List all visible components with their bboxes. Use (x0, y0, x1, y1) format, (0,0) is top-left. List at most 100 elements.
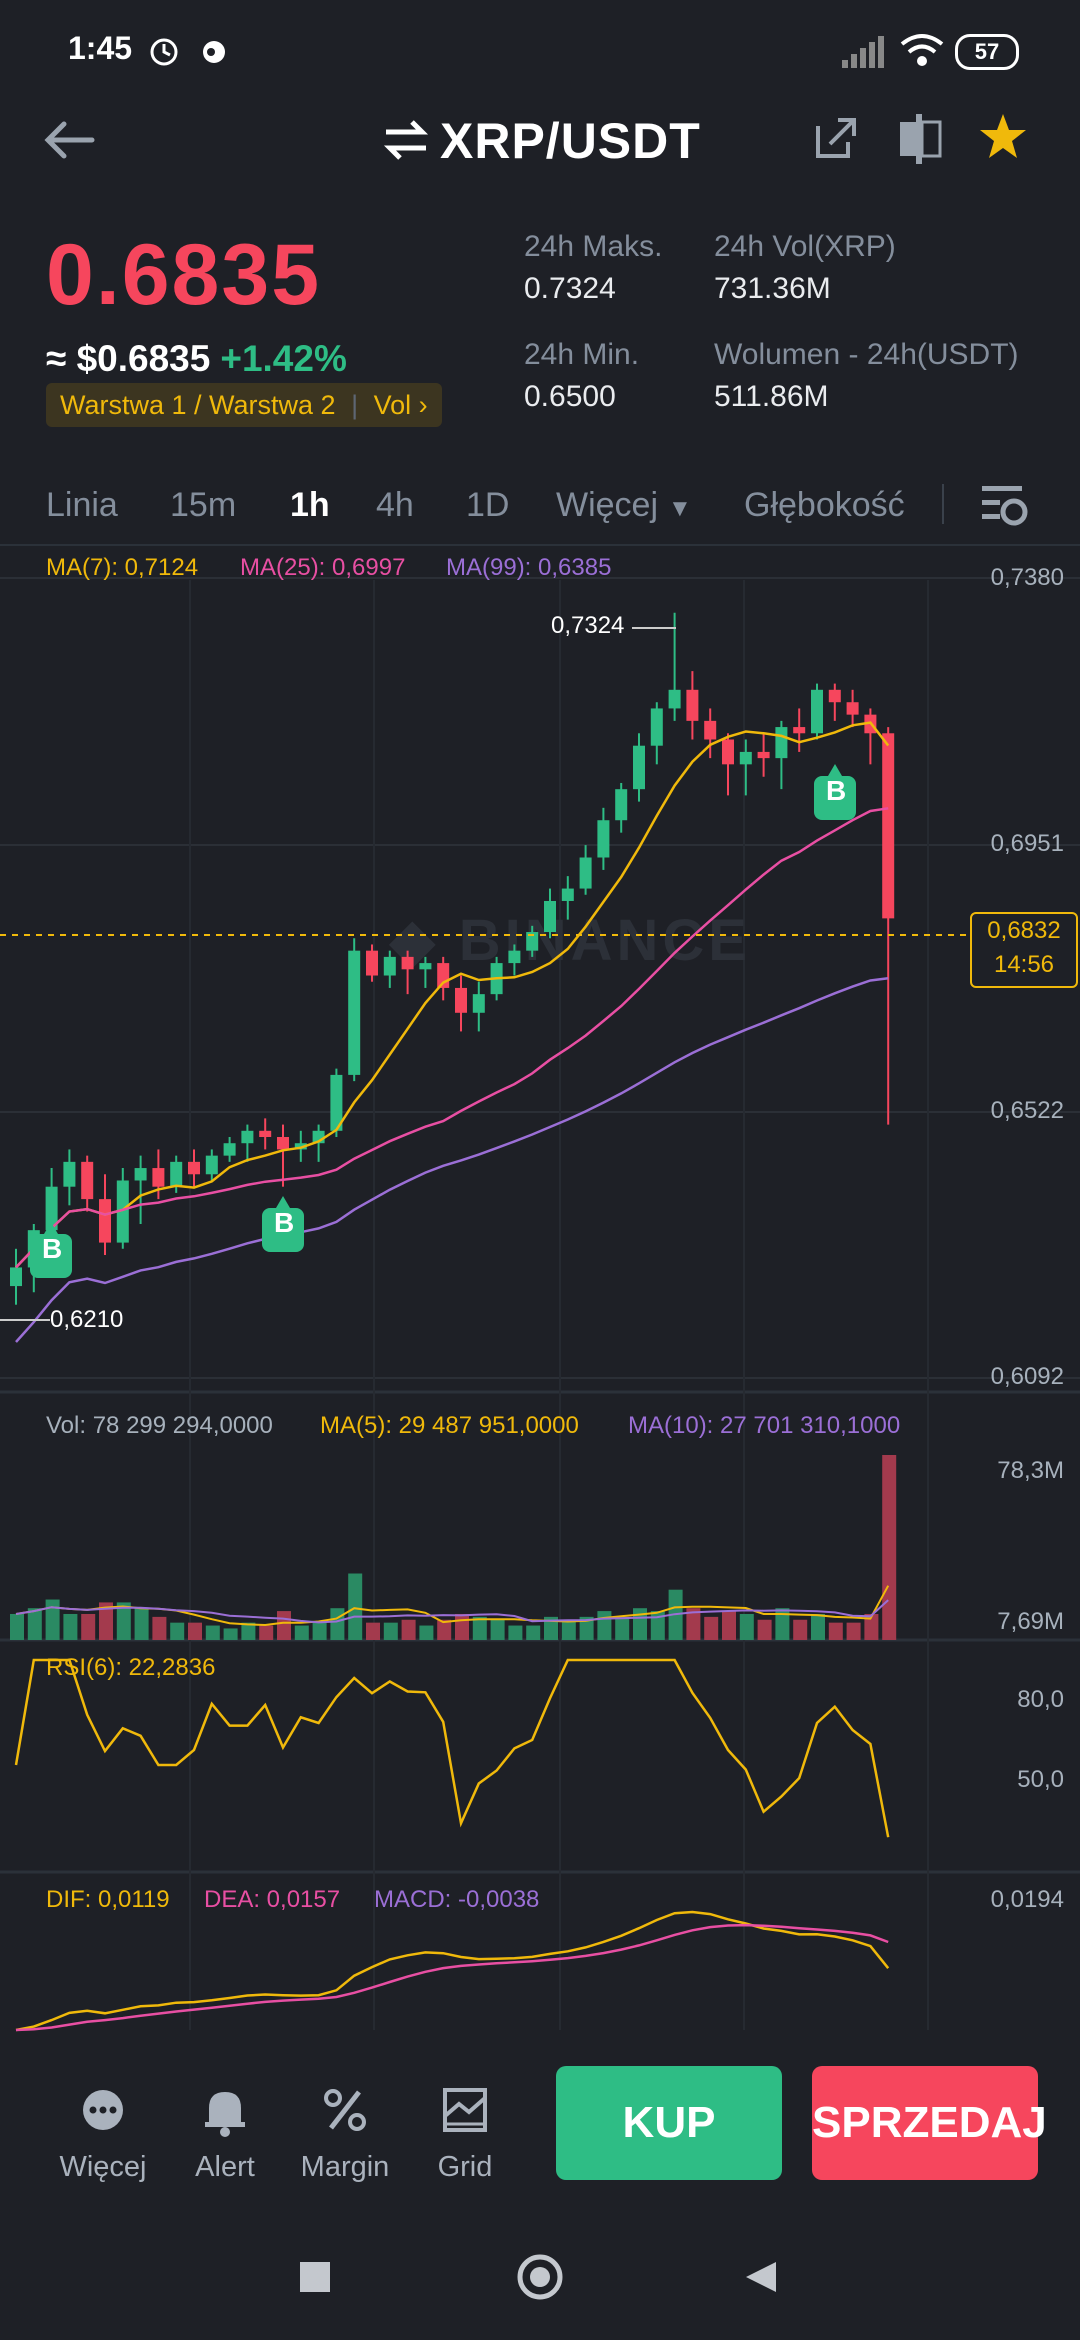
candle-body (401, 956, 414, 970)
volume-bar (223, 1628, 238, 1640)
volume-bar (739, 1613, 754, 1640)
rsi-line-group (14, 1658, 890, 1838)
candle-body (579, 857, 592, 889)
volume-bar (455, 1613, 469, 1640)
more-dots-icon (83, 2090, 123, 2130)
margin-button[interactable]: Margin (290, 2080, 400, 2184)
vol-label: Vol: 78 299 294,0000 (46, 1412, 273, 1439)
macd-tick-0: 0,0194 (990, 1886, 1064, 1913)
tab-more[interactable]: Więcej ▼ (556, 470, 692, 544)
chart-settings-icon[interactable] (980, 482, 1028, 530)
back-nav-icon (746, 2262, 776, 2292)
candle-body (419, 963, 432, 970)
tab-1h[interactable]: 1h (290, 486, 330, 524)
tab-more-label: Więcej (556, 486, 659, 524)
favorite-star-icon[interactable] (978, 112, 1028, 160)
volume-bar (633, 1608, 647, 1640)
volume-bar (401, 1619, 416, 1640)
volume-bar (526, 1625, 541, 1640)
buy-marker-1 (30, 1222, 72, 1278)
low-marker-label: 0,6210 (50, 1306, 124, 1333)
buy-marker-2 (262, 1196, 304, 1252)
alert-button[interactable]: Alert (170, 2080, 280, 2184)
more-button[interactable]: Więcej (48, 2080, 158, 2184)
tab-15m[interactable]: 15m (170, 486, 237, 524)
candle-body (828, 689, 841, 703)
vol-usdt-label: Wolumen - 24h(USDT) (714, 338, 1019, 371)
price-tick-0: 0,7380 (990, 564, 1064, 591)
candle-body (811, 689, 823, 734)
candle-body (205, 1155, 218, 1175)
wifi-icon (900, 34, 944, 66)
volume-bar (312, 1622, 327, 1640)
candle-body (170, 1161, 183, 1187)
layout-icon[interactable] (896, 112, 944, 164)
candle-body (188, 1161, 200, 1175)
grid-bot-icon (443, 2088, 487, 2132)
volume-bar (259, 1625, 274, 1640)
candle-body (223, 1143, 236, 1156)
macd-lines-group (15, 1910, 890, 2032)
swap-icon[interactable] (382, 118, 430, 162)
tab-line[interactable]: Linia (46, 486, 118, 524)
vol-ma10-line (15, 1599, 889, 1624)
candle-body (882, 733, 895, 919)
alert-label: Alert (195, 2151, 255, 2183)
candle-body (455, 987, 467, 1013)
high-value: 0.7324 (524, 272, 616, 305)
candle-body (366, 950, 378, 976)
chart-svg[interactable]: ◆ BINANCE (0, 546, 1080, 2040)
candle-body (63, 1161, 76, 1187)
candle-body (259, 1130, 272, 1138)
bell-icon (205, 2092, 245, 2137)
vol-tick-0: 78,3M (997, 1457, 1064, 1484)
back-arrow-icon[interactable] (40, 115, 100, 165)
volume-bar (828, 1622, 843, 1640)
current-price-box: 0,6832 14:56 (970, 912, 1078, 988)
tag-label: Warstwa 1 / Warstwa 2 (60, 390, 336, 420)
candle-body (81, 1161, 94, 1200)
volume-bar (188, 1622, 202, 1640)
usd-price: ≈ $0.6835 (46, 338, 211, 379)
buy-button[interactable]: KUP (556, 2066, 782, 2180)
current-price-value: 0,6832 (987, 917, 1061, 944)
candle-body (650, 708, 663, 746)
tab-1d[interactable]: 1D (466, 486, 510, 524)
volume-bar (294, 1625, 309, 1640)
candle-body (704, 720, 717, 740)
volume-bar (775, 1608, 790, 1640)
dea-line (15, 1923, 889, 2032)
vol-xrp-label: 24h Vol(XRP) (714, 230, 896, 263)
candle-body (561, 888, 574, 901)
ma99-line (15, 977, 889, 1343)
category-tag[interactable]: Warstwa 1 / Warstwa 2 | Vol › (46, 383, 442, 427)
sell-button[interactable]: SPRZEDAJ (812, 2066, 1047, 2180)
grid-button[interactable]: Grid (410, 2080, 520, 2184)
share-icon[interactable] (814, 114, 860, 160)
chart-grid (0, 577, 1080, 2030)
candle-body (10, 1267, 22, 1287)
candle-body (686, 689, 699, 721)
volume-bar (757, 1619, 772, 1640)
volume-bar (811, 1613, 825, 1640)
volume-bar (597, 1611, 612, 1640)
candle-body (722, 739, 734, 765)
candle-body (241, 1130, 254, 1144)
clock: 1:45 (68, 30, 133, 66)
margin-percent-icon (324, 2089, 366, 2131)
volume-bar (846, 1622, 861, 1640)
price-tick-1: 0,6951 (990, 830, 1064, 857)
volume-bar (63, 1613, 78, 1640)
pair-title[interactable]: XRP/USDT (440, 113, 701, 169)
buy-marker-2-label: B (274, 1207, 295, 1238)
candle-body (330, 1074, 343, 1131)
signal-icon (842, 36, 884, 68)
candle-body (846, 702, 859, 715)
candle-body (526, 932, 539, 951)
tab-depth[interactable]: Głębokość (744, 486, 905, 524)
volume-bars-group (10, 1455, 897, 1640)
system-nav-bar (300, 2254, 776, 2300)
alarm-icon (150, 38, 225, 66)
tab-4h[interactable]: 4h (376, 486, 414, 524)
volume-bar (81, 1613, 96, 1640)
